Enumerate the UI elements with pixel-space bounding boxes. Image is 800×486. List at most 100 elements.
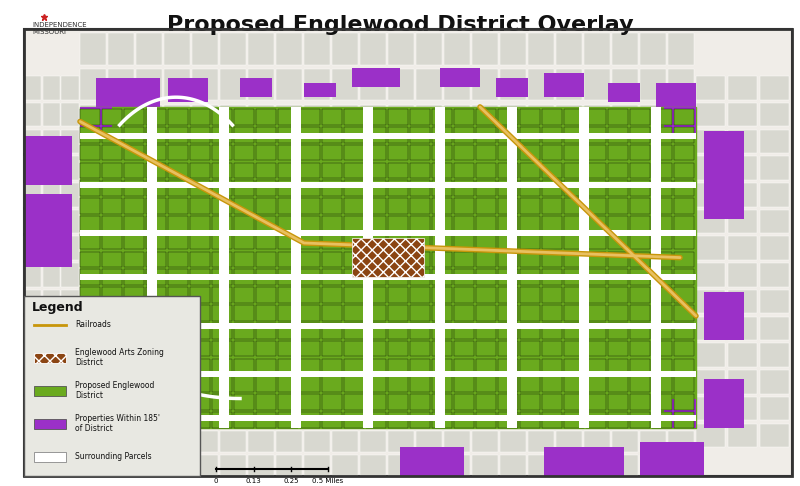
Bar <box>212 376 232 392</box>
Bar <box>544 73 584 97</box>
Bar <box>696 263 726 287</box>
Bar <box>300 394 320 410</box>
Bar <box>696 424 726 447</box>
Bar <box>234 198 254 214</box>
Bar <box>476 412 496 428</box>
Bar <box>388 431 414 452</box>
Bar <box>278 162 298 178</box>
Bar <box>332 104 358 136</box>
Bar <box>248 431 274 452</box>
Bar <box>278 252 298 267</box>
Bar <box>630 216 650 232</box>
Bar <box>212 216 232 232</box>
Bar <box>164 455 190 476</box>
Bar <box>304 83 336 97</box>
Bar <box>760 210 790 233</box>
Bar <box>520 305 540 321</box>
Bar <box>640 442 704 476</box>
Bar <box>696 156 726 180</box>
Bar <box>344 341 364 356</box>
Bar <box>410 287 430 303</box>
Bar <box>344 109 364 125</box>
Bar <box>630 234 650 249</box>
Bar <box>168 376 188 392</box>
Bar <box>432 252 452 267</box>
FancyBboxPatch shape <box>24 296 200 476</box>
Bar <box>564 394 584 410</box>
Bar <box>586 162 606 178</box>
Bar <box>240 78 272 97</box>
Bar <box>62 317 78 340</box>
Bar <box>476 127 496 142</box>
Bar <box>454 162 474 178</box>
Bar <box>454 269 474 285</box>
Bar <box>212 145 232 160</box>
Bar <box>652 252 672 267</box>
Bar <box>498 145 518 160</box>
Bar <box>248 455 274 476</box>
Bar <box>234 145 254 160</box>
Bar <box>674 394 694 410</box>
Bar <box>300 198 320 214</box>
Bar <box>652 341 672 356</box>
Bar <box>190 412 210 428</box>
Bar <box>586 180 606 196</box>
Bar <box>498 198 518 214</box>
Bar <box>24 424 41 447</box>
Bar <box>388 198 408 214</box>
Bar <box>322 127 342 142</box>
Bar <box>220 104 246 136</box>
Bar <box>696 183 726 207</box>
Bar <box>234 180 254 196</box>
Bar <box>366 127 386 142</box>
Bar <box>652 287 672 303</box>
Bar <box>696 103 726 126</box>
Bar <box>80 359 100 374</box>
Bar <box>256 162 276 178</box>
Bar <box>360 104 386 136</box>
Bar <box>124 394 144 410</box>
Bar <box>102 287 122 303</box>
Bar <box>476 252 496 267</box>
Bar <box>248 104 274 136</box>
Bar <box>80 323 100 339</box>
Bar <box>556 34 582 65</box>
Bar <box>674 234 694 249</box>
Bar <box>520 180 540 196</box>
Bar <box>344 323 364 339</box>
Bar <box>612 104 638 136</box>
Bar <box>300 234 320 249</box>
Bar <box>256 252 276 267</box>
Bar <box>410 341 430 356</box>
Bar <box>520 269 540 285</box>
Bar <box>42 103 60 126</box>
Bar <box>278 180 298 196</box>
Bar <box>454 287 474 303</box>
Bar <box>102 359 122 374</box>
Bar <box>498 376 518 392</box>
Bar <box>498 216 518 232</box>
Bar <box>278 109 298 125</box>
Bar <box>102 127 122 142</box>
Bar <box>388 323 408 339</box>
Bar <box>168 359 188 374</box>
Bar <box>520 412 540 428</box>
Bar <box>124 341 144 356</box>
Bar <box>300 412 320 428</box>
Bar <box>674 127 694 142</box>
Bar <box>652 127 672 142</box>
Bar <box>366 109 386 125</box>
Bar <box>34 452 66 462</box>
Bar <box>388 412 408 428</box>
Bar <box>234 305 254 321</box>
Bar <box>212 305 232 321</box>
Bar <box>366 287 386 303</box>
Bar <box>612 431 638 452</box>
Bar <box>256 269 276 285</box>
Bar <box>388 455 414 476</box>
Bar <box>102 109 122 125</box>
Bar <box>212 109 232 125</box>
Bar <box>542 127 562 142</box>
Bar <box>608 109 628 125</box>
Bar <box>400 447 464 476</box>
